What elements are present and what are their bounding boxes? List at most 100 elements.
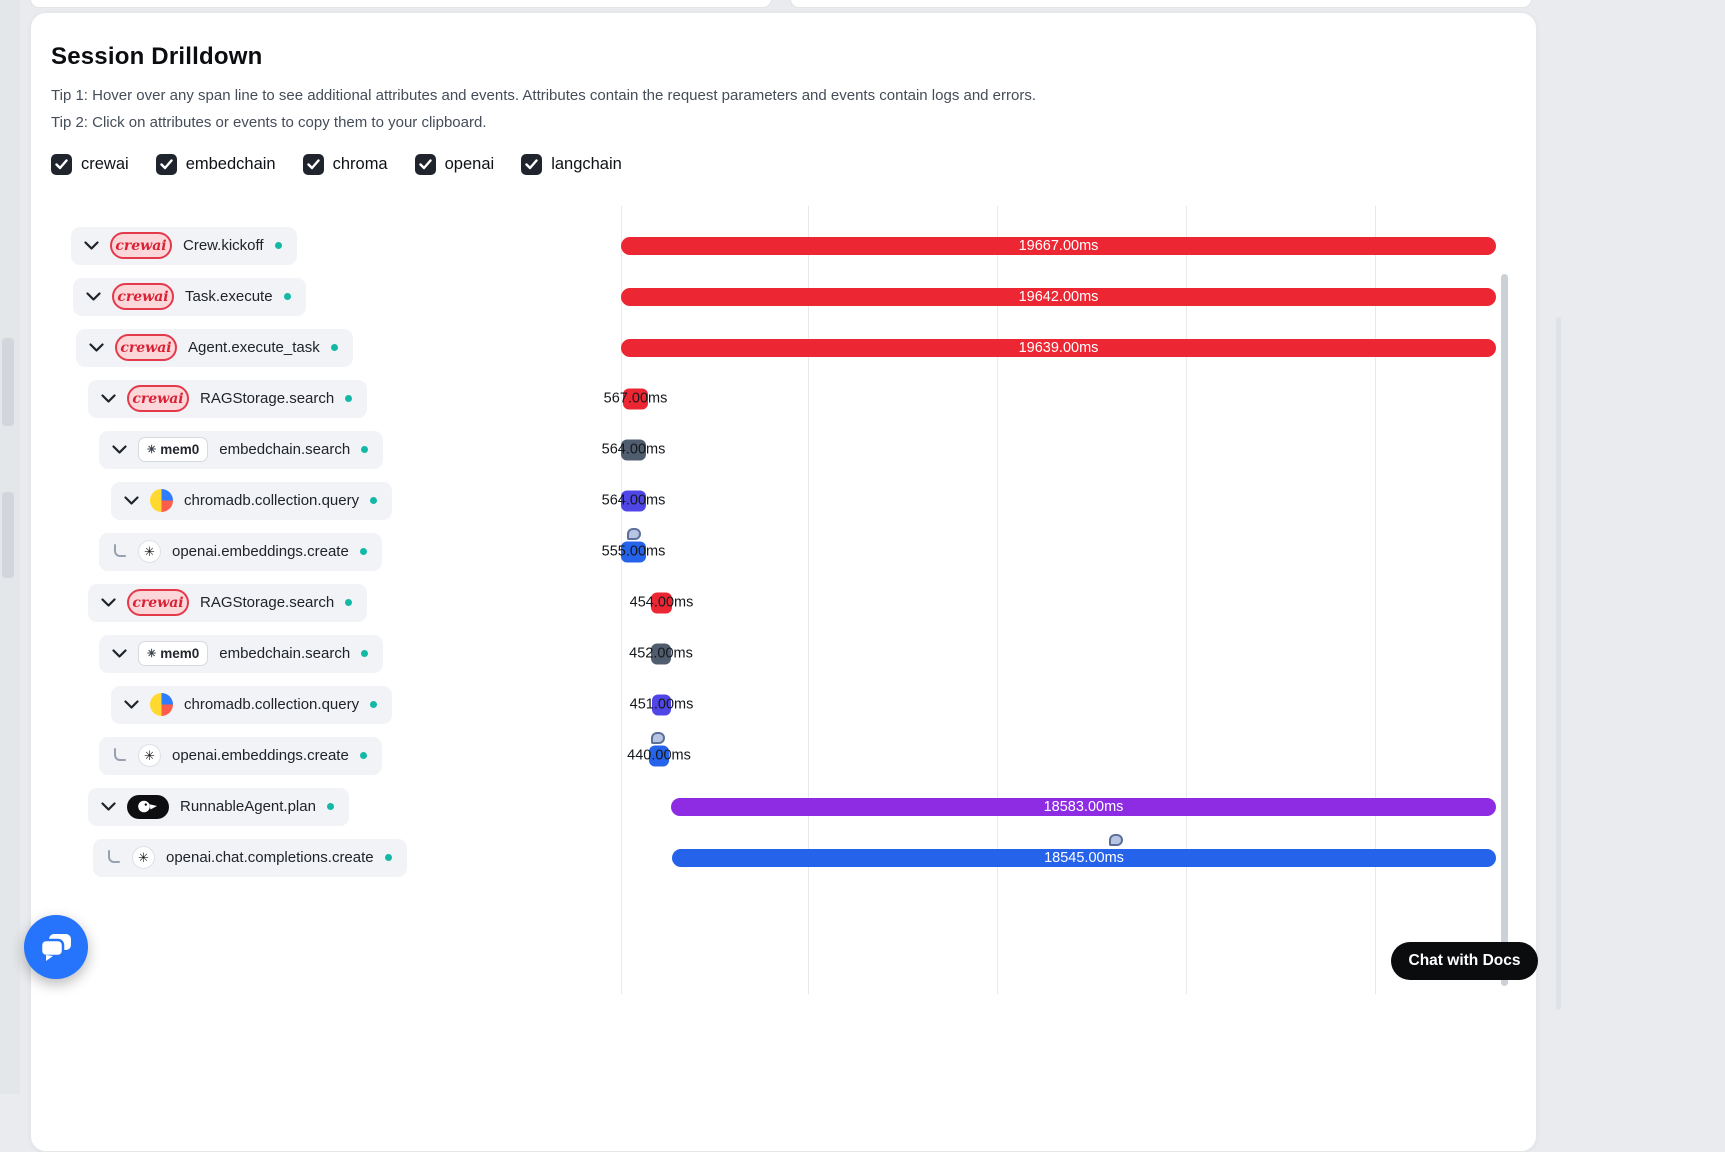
- status-dot: [361, 446, 369, 453]
- filter-crewai: crewai: [51, 154, 129, 175]
- chevron-down-icon[interactable]: [124, 700, 139, 709]
- background-app-strip: [0, 0, 20, 1094]
- timeline-row: 19642.00ms: [621, 271, 1505, 322]
- checkbox-openai[interactable]: [414, 154, 436, 175]
- duration-label: 19667.00ms: [1018, 237, 1099, 254]
- crewai-logo: crewai: [110, 232, 172, 259]
- chat-bubbles-icon: [39, 932, 73, 962]
- status-dot: [361, 650, 369, 657]
- crewai-logo: crewai: [127, 589, 189, 616]
- span-duration-bar[interactable]: 564.00ms: [602, 490, 665, 511]
- tree-connector-icon: [112, 748, 127, 763]
- span-toggle[interactable]: crewai RAGStorage.search: [88, 583, 368, 622]
- filter-chroma: chroma: [302, 154, 388, 175]
- chevron-down-icon[interactable]: [101, 598, 116, 607]
- span-toggle[interactable]: ✳ mem0 embedchain.search: [99, 634, 384, 673]
- crewai-logo: crewai: [127, 385, 189, 412]
- chevron-down-icon[interactable]: [89, 343, 104, 352]
- checkbox-crewai[interactable]: [51, 154, 72, 175]
- span-toggle[interactable]: RunnableAgent.plan: [88, 787, 349, 826]
- span-duration-bar[interactable]: 19639.00ms: [621, 338, 1496, 357]
- checkbox-chroma[interactable]: [302, 154, 324, 175]
- tree-connector-icon: [106, 850, 121, 865]
- timeline-row: 18583.00ms: [621, 781, 1505, 832]
- span-toggle[interactable]: crewai RAGStorage.search: [88, 379, 368, 418]
- span-toggle[interactable]: chromadb.collection.query: [111, 481, 393, 520]
- span-row: crewai Task.execute 19642.00ms: [31, 271, 1536, 322]
- span-toggle[interactable]: ✳ openai.chat.completions.create: [93, 838, 407, 877]
- timeline-row: 451.00ms: [621, 679, 1505, 730]
- chevron-down-icon[interactable]: [112, 445, 127, 454]
- span-toggle[interactable]: ✳ mem0 embedchain.search: [99, 430, 384, 469]
- chevron-down-icon[interactable]: [86, 292, 101, 301]
- chevron-down-icon[interactable]: [112, 649, 127, 658]
- filter-label: crewai: [81, 155, 129, 173]
- chevron-down-icon[interactable]: [124, 496, 139, 505]
- crewai-logo: crewai: [115, 334, 177, 361]
- timeline-row: 555.00ms: [602, 526, 1505, 577]
- span-name: Agent.execute_task: [188, 339, 320, 356]
- span-toggle[interactable]: chromadb.collection.query: [111, 685, 393, 724]
- duration-label: 18583.00ms: [1043, 798, 1124, 815]
- timeline-row: 19667.00ms: [621, 220, 1505, 271]
- span-toggle[interactable]: crewai Agent.execute_task: [76, 328, 353, 367]
- tip-2-text: Tip 2: Click on attributes or events to …: [51, 114, 487, 131]
- duration-label: 440.00ms: [627, 747, 691, 764]
- duration-label: 567.00ms: [603, 390, 668, 407]
- span-duration-bar[interactable]: 19667.00ms: [621, 236, 1496, 255]
- span-duration-bar[interactable]: 555.00ms: [602, 541, 665, 562]
- chevron-down-icon[interactable]: [101, 802, 116, 811]
- span-duration-bar[interactable]: 564.00ms: [602, 439, 665, 460]
- event-bubble-icon[interactable]: [1109, 834, 1123, 846]
- duration-label: 452.00ms: [629, 645, 693, 662]
- chart-scrollbar[interactable]: [1501, 274, 1508, 986]
- status-dot: [384, 854, 392, 861]
- status-dot: [359, 548, 367, 555]
- timeline-row: 440.00ms: [621, 730, 1505, 781]
- span-name: RAGStorage.search: [200, 594, 335, 611]
- span-row: ✳ openai.embeddings.create 440.00ms: [31, 730, 1536, 781]
- page-scrollbar[interactable]: [1556, 317, 1561, 1010]
- trace-waterfall: crewai Crew.kickoff 19667.00ms crewai Task.e…: [31, 206, 1536, 1006]
- span-duration-bar[interactable]: 440.00ms: [627, 745, 691, 766]
- top-panel-edge-left: [30, 0, 772, 8]
- background-artifact: [2, 338, 14, 426]
- span-duration-bar[interactable]: 452.00ms: [629, 643, 693, 664]
- span-name: openai.embeddings.create: [172, 543, 349, 560]
- span-duration-bar[interactable]: 18545.00ms: [672, 848, 1496, 867]
- span-duration-bar[interactable]: 451.00ms: [630, 694, 693, 715]
- chat-with-docs-button[interactable]: Chat with Docs: [1391, 942, 1538, 980]
- background-artifact: [2, 492, 14, 578]
- span-name: RunnableAgent.plan: [180, 798, 316, 815]
- mem0-gear-icon: ✳: [147, 648, 157, 660]
- span-duration-bar[interactable]: 18583.00ms: [671, 797, 1496, 816]
- timeline-row: 452.00ms: [621, 628, 1505, 679]
- span-name: embedchain.search: [219, 441, 351, 458]
- chevron-down-icon[interactable]: [84, 241, 99, 250]
- span-duration-bar[interactable]: 454.00ms: [630, 592, 693, 613]
- span-name: openai.chat.completions.create: [166, 849, 374, 866]
- status-dot: [326, 803, 334, 810]
- span-row: ✳ mem0 embedchain.search 564.00ms: [31, 424, 1536, 475]
- timeline-gridline: [1186, 206, 1187, 994]
- span-row: ✳ openai.chat.completions.create 18545.00m…: [31, 832, 1536, 883]
- duration-label: 564.00ms: [601, 492, 666, 509]
- span-row: crewai RAGStorage.search 454.00ms: [31, 577, 1536, 628]
- span-row: ✳ mem0 embedchain.search 452.00ms: [31, 628, 1536, 679]
- span-duration-bar[interactable]: 567.00ms: [604, 388, 667, 409]
- status-dot: [359, 752, 367, 759]
- span-toggle[interactable]: ✳ openai.embeddings.create: [99, 736, 382, 775]
- span-toggle[interactable]: crewai Task.execute: [73, 277, 306, 316]
- chevron-down-icon[interactable]: [101, 394, 116, 403]
- status-dot: [370, 701, 378, 708]
- checkbox-langchain[interactable]: [521, 154, 543, 175]
- span-duration-bar[interactable]: 19642.00ms: [621, 287, 1496, 306]
- span-toggle[interactable]: crewai Crew.kickoff: [71, 226, 297, 265]
- timeline-row: 18545.00ms: [621, 832, 1505, 883]
- filter-label: openai: [444, 155, 495, 173]
- chat-widget-button[interactable]: [24, 915, 88, 979]
- span-toggle[interactable]: ✳ openai.embeddings.create: [99, 532, 382, 571]
- event-bubble-icon[interactable]: [627, 528, 641, 540]
- checkbox-embedchain[interactable]: [155, 154, 177, 175]
- event-bubble-icon[interactable]: [651, 732, 665, 744]
